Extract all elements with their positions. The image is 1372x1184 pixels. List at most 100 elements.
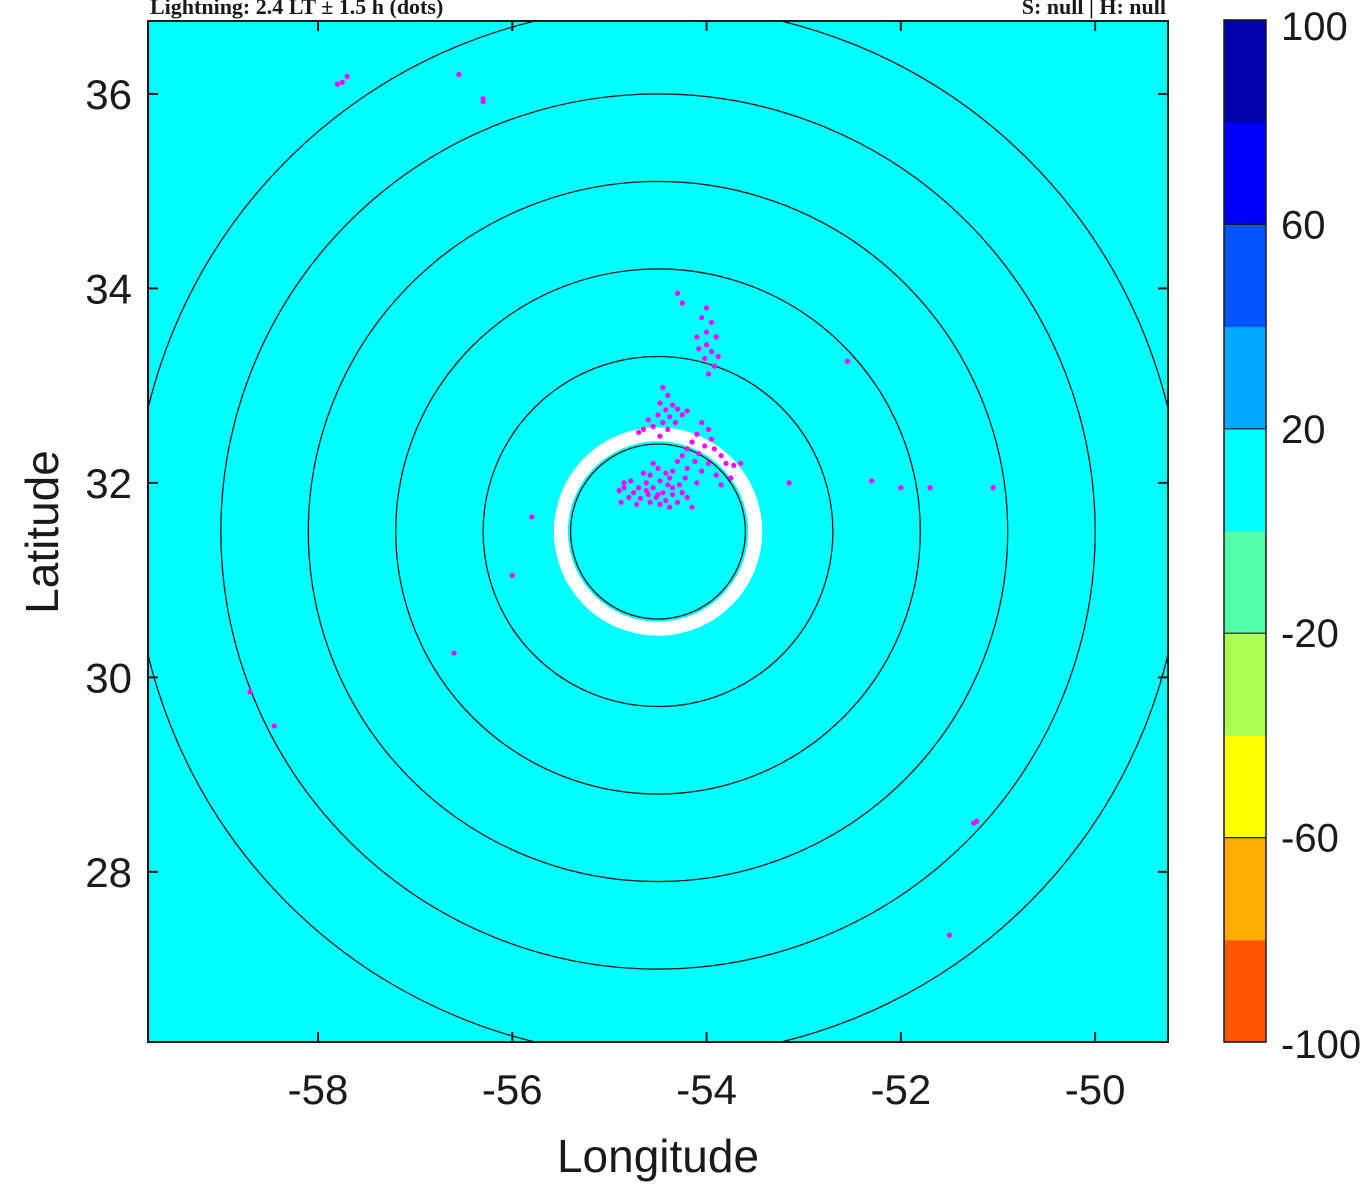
lightning-dot bbox=[684, 465, 690, 471]
lightning-dot bbox=[715, 353, 721, 360]
y-tick-label: 28 bbox=[85, 849, 132, 896]
colorbar-label: 100 bbox=[1281, 5, 1348, 49]
axis-ticks bbox=[148, 21, 1168, 1042]
lightning-dot bbox=[647, 499, 653, 505]
colorbar-label: -100 bbox=[1281, 1023, 1361, 1067]
lightning-dot bbox=[694, 334, 700, 340]
lightning-dot bbox=[844, 358, 851, 364]
lightning-dot bbox=[669, 402, 676, 408]
y-tick-label: 32 bbox=[85, 460, 132, 507]
lightning-dot bbox=[679, 300, 685, 306]
range-ring-2 bbox=[482, 355, 834, 708]
lightning-dot bbox=[676, 482, 682, 488]
lightning-dot bbox=[669, 468, 676, 474]
lightning-dot bbox=[660, 384, 666, 391]
lightning-dot bbox=[643, 480, 649, 486]
lightning-dot bbox=[674, 499, 681, 505]
lightning-dot bbox=[946, 932, 953, 938]
lightning-dot bbox=[655, 465, 661, 471]
y-tick-labels: 28 30 32 34 36 bbox=[85, 71, 132, 896]
lightning-dot bbox=[696, 451, 702, 457]
plot-frame bbox=[147, 20, 1169, 1043]
colorbar-segment bbox=[1224, 428, 1266, 532]
colorbar-segment bbox=[1224, 837, 1266, 941]
lightning-dot bbox=[786, 480, 792, 486]
lightning-dot bbox=[271, 723, 277, 729]
colorbar-segment bbox=[1224, 20, 1266, 123]
lightning-dot bbox=[703, 305, 710, 311]
x-tick-label: -54 bbox=[676, 1066, 737, 1113]
y-axis-title: Latitude bbox=[16, 450, 68, 614]
lightning-dot bbox=[718, 482, 724, 488]
lightning-dot bbox=[672, 419, 679, 426]
lightning-dot bbox=[456, 71, 462, 78]
x-tick-label: -52 bbox=[871, 1066, 932, 1113]
colorbar-label: 20 bbox=[1281, 408, 1326, 452]
lightning-dot bbox=[699, 419, 705, 426]
lightning-dot bbox=[711, 363, 717, 369]
x-tick-label: -56 bbox=[482, 1066, 543, 1113]
colorbar-segment bbox=[1224, 735, 1266, 839]
lightning-dots bbox=[247, 71, 996, 938]
x-tick-label: -58 bbox=[288, 1066, 349, 1113]
lightning-dot bbox=[708, 319, 715, 326]
lightning-dot bbox=[650, 460, 656, 467]
colorbar bbox=[1223, 19, 1267, 1043]
lightning-dot bbox=[663, 470, 669, 476]
colorbar-segment bbox=[1224, 633, 1266, 736]
lightning-dot bbox=[616, 488, 622, 494]
lightning-dot bbox=[713, 472, 719, 478]
chart-header-right: S: null | H: null bbox=[1022, 0, 1166, 19]
lightning-dot bbox=[665, 392, 671, 398]
lightning-dot bbox=[705, 460, 712, 467]
lightning-dot bbox=[247, 689, 253, 695]
lightning-dot bbox=[705, 371, 712, 377]
lightning-dot bbox=[637, 495, 644, 502]
lightning-dot bbox=[665, 426, 671, 432]
lightning-dot bbox=[974, 818, 980, 824]
lightning-dot bbox=[657, 400, 663, 406]
colorbar-label: 60 bbox=[1281, 203, 1326, 247]
lightning-dot bbox=[621, 480, 627, 486]
lightning-dot bbox=[703, 342, 710, 348]
lightning-dot bbox=[737, 460, 744, 467]
lightning-dot bbox=[655, 491, 661, 498]
lightning-dot bbox=[645, 417, 651, 423]
lightning-dot bbox=[657, 501, 663, 507]
lightning-dot bbox=[705, 426, 712, 432]
lightning-dot bbox=[667, 475, 673, 481]
y-tick-label: 34 bbox=[85, 265, 132, 312]
lightning-dot bbox=[635, 485, 642, 491]
lightning-dot bbox=[694, 431, 700, 437]
lightning-dot bbox=[667, 504, 673, 510]
colorbar-label: -20 bbox=[1281, 612, 1339, 656]
lightning-dot bbox=[665, 482, 671, 488]
lightning-dot bbox=[718, 453, 724, 459]
lightning-dot bbox=[334, 81, 341, 87]
chart-header-left: Lightning: 2.4 LT ± 1.5 h (dots) bbox=[150, 0, 443, 19]
colorbar-segment bbox=[1224, 224, 1266, 328]
lightning-dot bbox=[480, 99, 486, 105]
colorbar-segment bbox=[1224, 122, 1266, 225]
lightning-dot bbox=[679, 453, 685, 459]
lightning-dot bbox=[650, 485, 656, 491]
lightning-dot bbox=[660, 490, 666, 496]
lightning-dot bbox=[723, 460, 729, 467]
lightning-dot bbox=[699, 468, 705, 474]
lightning-dot bbox=[927, 485, 933, 491]
colorbar-labels: 100 60 20 -20 -60 -100 bbox=[1281, 5, 1361, 1067]
lightning-dot bbox=[682, 475, 688, 481]
white-ring bbox=[553, 427, 763, 636]
lightning-dot bbox=[674, 458, 681, 465]
range-ring-3 bbox=[395, 268, 921, 795]
y-tick-label: 30 bbox=[85, 654, 132, 701]
lightning-dot bbox=[708, 349, 715, 355]
lightning-dot bbox=[663, 497, 669, 503]
lightning-dot bbox=[684, 494, 690, 501]
x-tick-label: -50 bbox=[1065, 1066, 1126, 1113]
lightning-dot bbox=[635, 429, 642, 435]
lightning-dot bbox=[645, 491, 651, 498]
lightning-dot bbox=[650, 423, 656, 430]
lightning-dot bbox=[711, 446, 717, 452]
